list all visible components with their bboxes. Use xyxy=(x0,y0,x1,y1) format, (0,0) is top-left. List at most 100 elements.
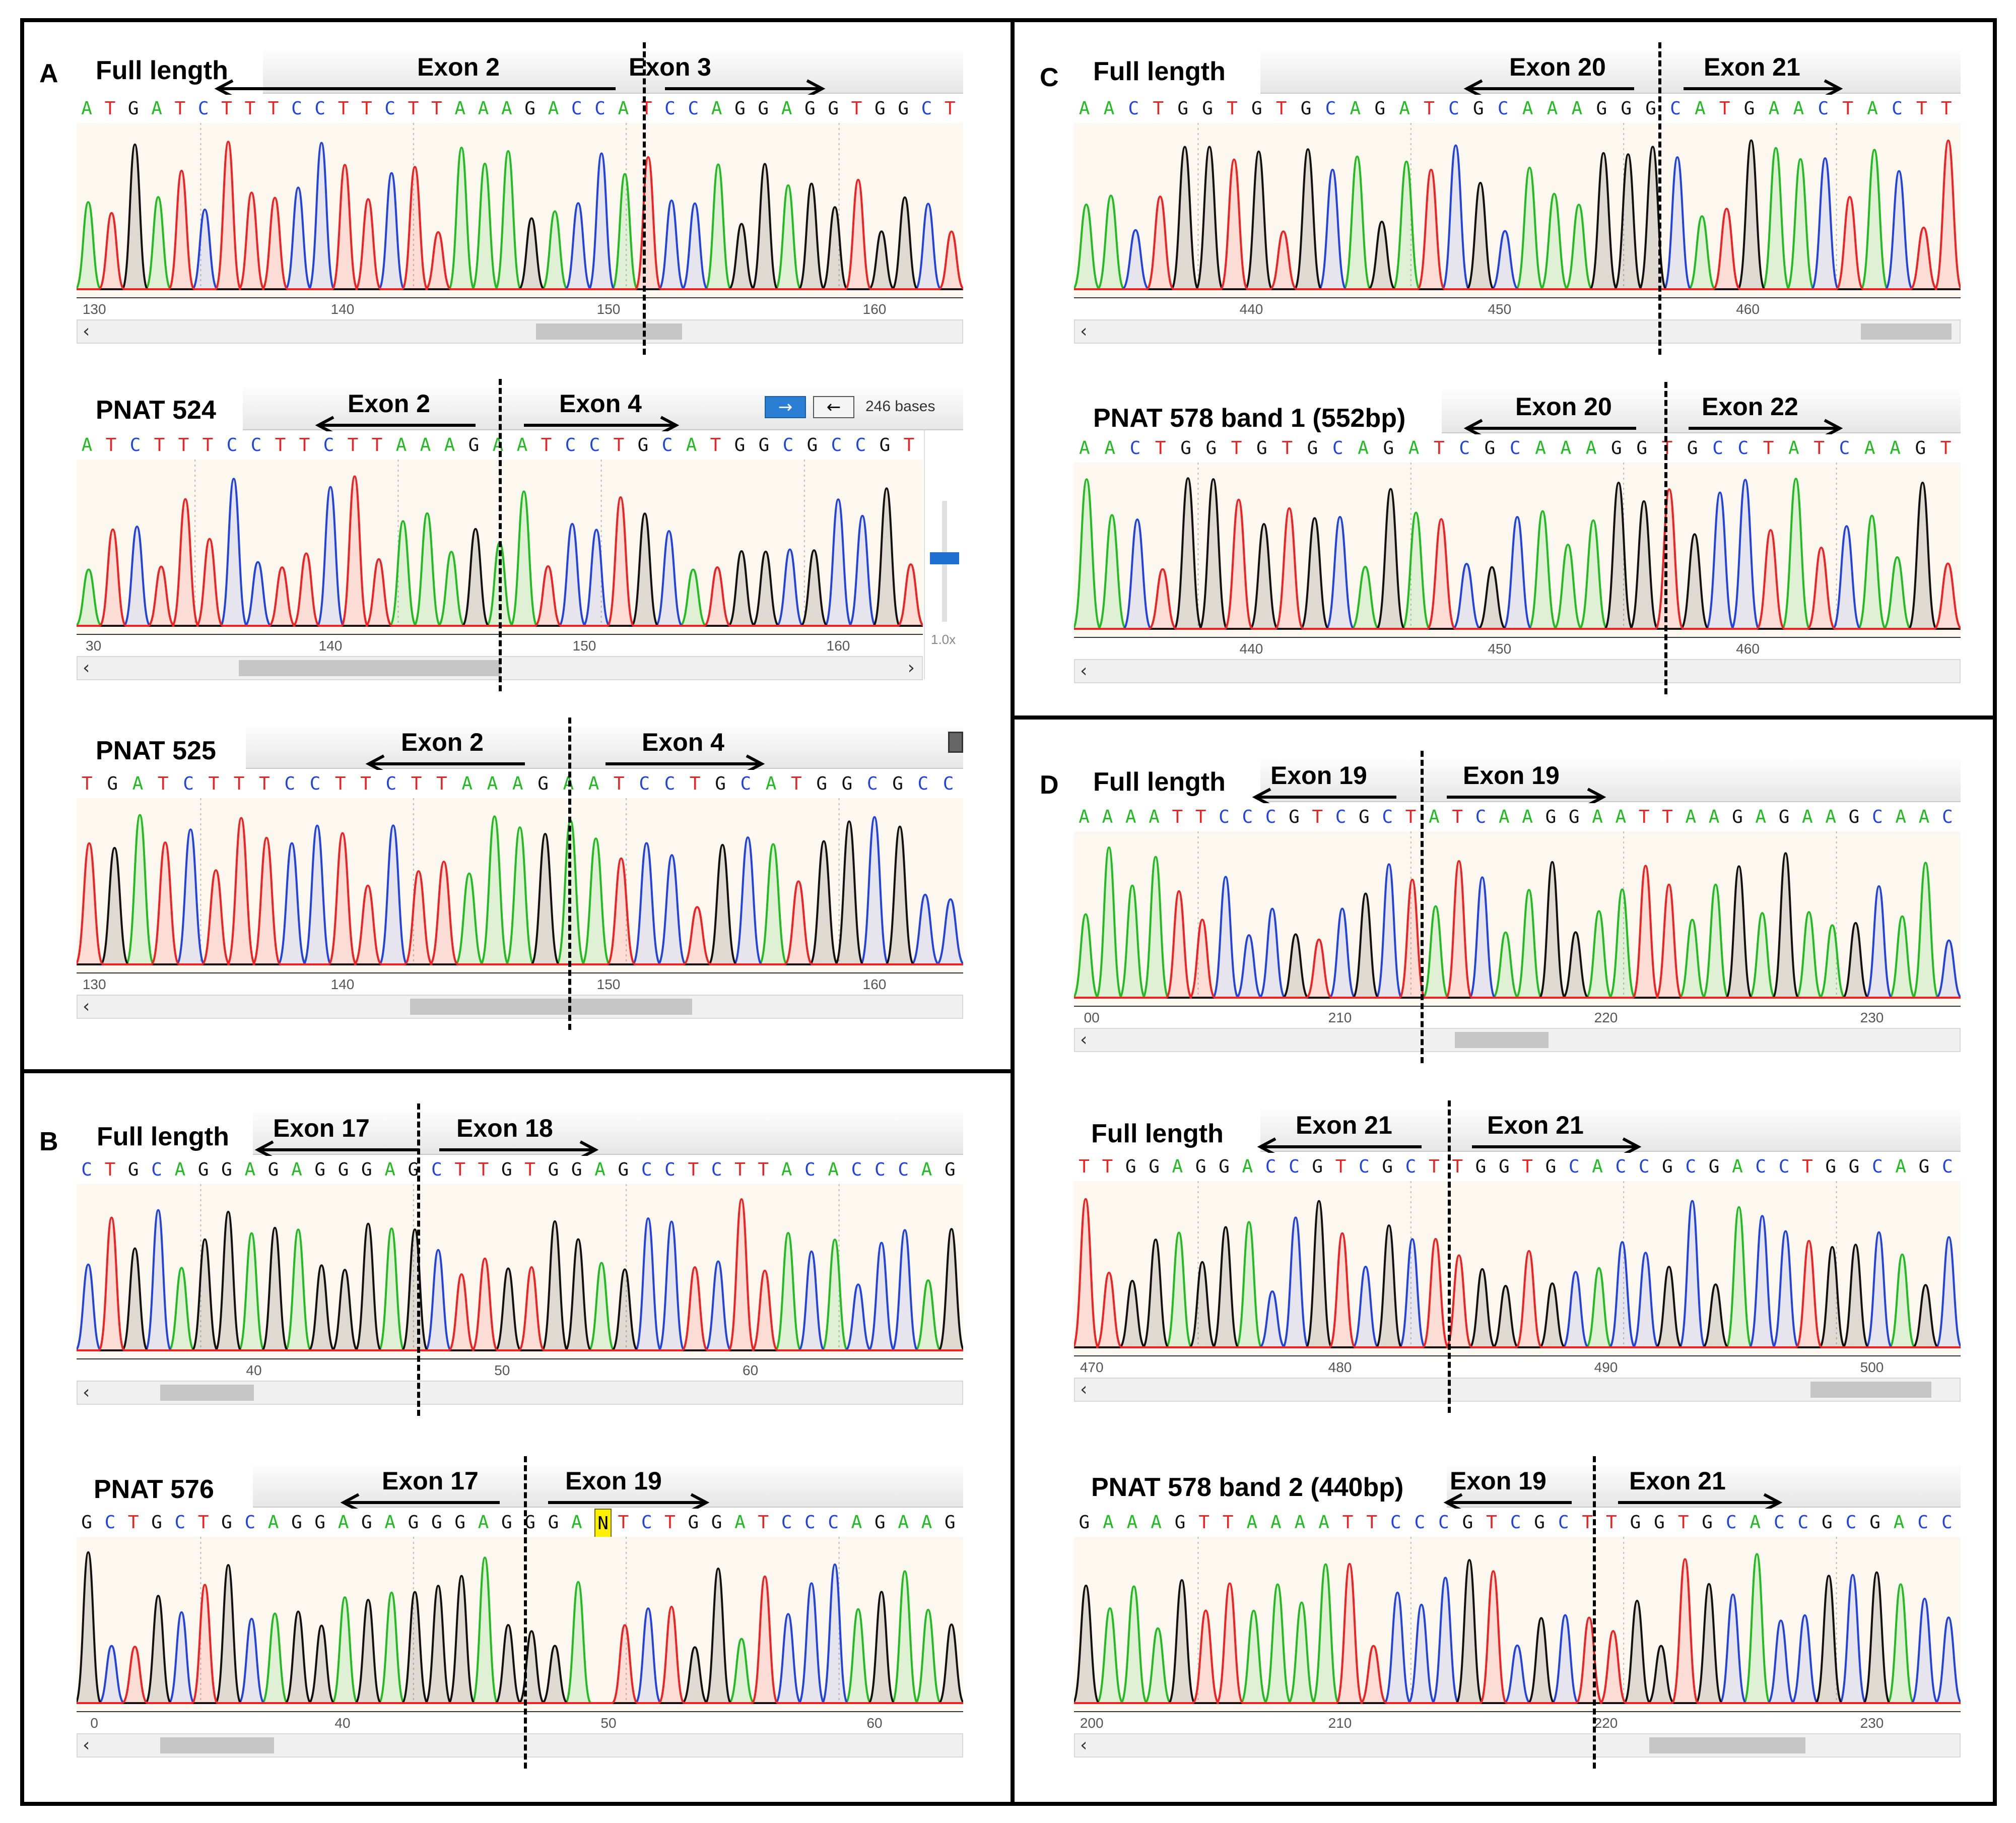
exon-arrows xyxy=(315,416,680,432)
axis-tick-label: 160 xyxy=(862,976,887,992)
base-call: A xyxy=(1358,438,1369,459)
scroll-left-icon[interactable]: ‹ xyxy=(83,1735,90,1755)
base-call: C xyxy=(129,435,141,455)
axis-tick-label: 490 xyxy=(1594,1359,1618,1375)
scroll-thumb[interactable] xyxy=(1861,323,1952,340)
exon-left-label: Exon 17 xyxy=(273,1114,370,1142)
trace-g-channel xyxy=(1074,139,1961,290)
base-call: G xyxy=(944,1159,956,1180)
exon-left-arrow xyxy=(254,1140,419,1157)
horizontal-scrollbar[interactable]: ‹ xyxy=(1074,319,1961,344)
scroll-thumb[interactable] xyxy=(536,323,682,340)
splice-junction-line xyxy=(417,1103,420,1416)
horizontal-scrollbar[interactable]: ‹ xyxy=(1074,1028,1961,1052)
base-call: G xyxy=(501,1159,512,1180)
horizontal-scrollbar[interactable]: ‹ xyxy=(1074,1733,1961,1757)
exon-arrows xyxy=(1443,1493,1783,1510)
base-call: G xyxy=(1202,98,1213,119)
base-call: T xyxy=(541,435,552,455)
base-call: C xyxy=(639,773,650,794)
scroll-left-icon[interactable]: ‹ xyxy=(83,658,90,678)
base-call: G xyxy=(408,1159,419,1180)
chromatogram-svg xyxy=(1074,831,1961,999)
base-call: A xyxy=(151,98,162,119)
base-call: G xyxy=(548,1512,559,1533)
exon-right-label: Exon 18 xyxy=(456,1114,553,1142)
base-call: G xyxy=(758,98,769,119)
splice-junction-line xyxy=(568,718,571,1030)
base-call: G xyxy=(1251,98,1262,119)
axis-tick-label: 220 xyxy=(1594,1010,1618,1025)
back-button[interactable]: ← xyxy=(813,396,854,418)
panel-icon[interactable] xyxy=(948,732,963,753)
base-call: G xyxy=(1822,1512,1833,1533)
base-call: G xyxy=(361,1512,372,1533)
axis-tick-label: 130 xyxy=(82,976,106,992)
scroll-left-icon[interactable]: ‹ xyxy=(83,1382,90,1403)
scroll-right-icon[interactable]: › xyxy=(907,658,915,678)
axis-tick-label: 50 xyxy=(600,1715,617,1731)
scroll-left-icon[interactable]: ‹ xyxy=(1080,321,1088,342)
base-call: T xyxy=(1079,1156,1090,1177)
scroll-left-icon[interactable]: ‹ xyxy=(1080,1029,1088,1050)
base-call: T xyxy=(664,1512,676,1533)
horizontal-scrollbar[interactable]: ‹ xyxy=(77,319,963,344)
base-call: C xyxy=(1615,1156,1627,1177)
axis-tick-label: 150 xyxy=(596,976,621,992)
scroll-thumb[interactable] xyxy=(1649,1737,1805,1753)
horizontal-scrollbar[interactable]: ‹ xyxy=(77,1733,963,1757)
base-call: C xyxy=(183,773,194,794)
horizontal-scrollbar[interactable]: ‹ xyxy=(77,1381,963,1405)
horizontal-scrollbar[interactable]: ‹ xyxy=(1074,659,1961,683)
base-call: A xyxy=(1103,98,1115,119)
axis-tick-label: 460 xyxy=(1736,641,1760,657)
base-call: T xyxy=(1813,438,1825,459)
base-call: A xyxy=(1079,807,1090,827)
scroll-left-icon[interactable]: ‹ xyxy=(1080,661,1088,681)
base-call: C xyxy=(1778,1156,1790,1177)
horizontal-scrollbar[interactable]: ‹ xyxy=(1074,1378,1961,1402)
base-call: A xyxy=(384,1512,396,1533)
base-call: G xyxy=(1484,438,1496,459)
base-call: A xyxy=(1732,1156,1743,1177)
exon-right-arrow xyxy=(1447,788,1606,804)
base-call: A xyxy=(244,1159,256,1180)
scroll-thumb[interactable] xyxy=(1810,1382,1931,1398)
exon-header xyxy=(1447,1464,1961,1508)
exon-right-label: Exon 22 xyxy=(1702,393,1798,421)
forward-button[interactable]: → xyxy=(765,396,806,418)
base-call: G xyxy=(1534,1512,1545,1533)
scroll-left-icon[interactable]: ‹ xyxy=(83,996,90,1017)
base-call: C xyxy=(384,98,396,119)
scroll-left-icon[interactable]: ‹ xyxy=(1080,1379,1088,1400)
scroll-thumb[interactable] xyxy=(1455,1032,1549,1048)
scroll-thumb[interactable] xyxy=(160,1737,274,1753)
base-call: C xyxy=(431,1159,442,1180)
zoom-slider[interactable]: 1.0x xyxy=(924,430,963,679)
scroll-thumb[interactable] xyxy=(410,999,692,1015)
base-call: A xyxy=(1151,1512,1162,1533)
scroll-thumb[interactable] xyxy=(239,660,501,676)
base-call: T xyxy=(1424,98,1435,119)
zoom-handle[interactable] xyxy=(930,552,959,564)
scroll-left-icon[interactable]: ‹ xyxy=(83,321,90,342)
scroll-left-icon[interactable]: ‹ xyxy=(1080,1735,1088,1755)
base-call: A xyxy=(420,435,431,455)
axis-tick-label: 150 xyxy=(596,301,621,317)
base-call: G xyxy=(875,1512,886,1533)
axis-tick-label: 230 xyxy=(1860,1715,1884,1731)
chromatogram-svg xyxy=(1074,1537,1961,1704)
base-call: G xyxy=(1743,98,1755,119)
axis-tick-label: 500 xyxy=(1860,1359,1884,1375)
base-call: C xyxy=(943,773,954,794)
base-call: C xyxy=(1839,438,1850,459)
horizontal-scrollbar[interactable]: ‹ xyxy=(77,995,963,1019)
chromatogram-svg xyxy=(77,798,963,965)
base-call: A xyxy=(1126,1512,1138,1533)
axis-tick-label: 160 xyxy=(826,638,850,654)
scroll-thumb[interactable] xyxy=(160,1385,254,1401)
base-call: A xyxy=(548,98,559,119)
base-call: A xyxy=(1864,438,1875,459)
exon-right-label: Exon 21 xyxy=(1629,1467,1726,1495)
